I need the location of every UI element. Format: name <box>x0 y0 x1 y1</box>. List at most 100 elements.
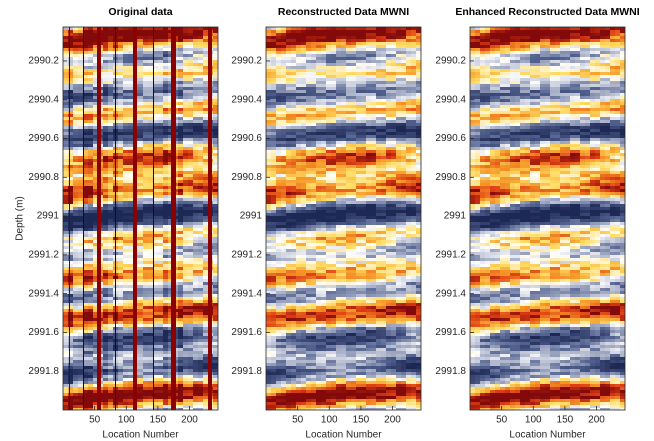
heatmap-cell <box>118 315 123 318</box>
heatmap-cell <box>203 102 208 105</box>
heatmap-cell <box>128 180 133 183</box>
heatmap-cell <box>188 150 193 153</box>
heatmap-cell <box>73 363 78 366</box>
heatmap-cell <box>158 108 163 111</box>
heatmap-cell <box>183 201 188 204</box>
heatmap-cell <box>203 165 208 168</box>
heatmap-cell <box>108 90 113 93</box>
heatmap-cell <box>301 30 306 33</box>
heatmap-cell <box>203 345 208 348</box>
heatmap-cell <box>276 276 281 279</box>
heatmap-cell <box>143 225 148 228</box>
heatmap-cell <box>118 375 123 378</box>
heatmap-cell <box>193 405 198 408</box>
heatmap-cell <box>138 222 143 225</box>
heatmap-cell <box>148 369 153 372</box>
heatmap-cell <box>138 312 143 315</box>
heatmap-cell <box>123 156 128 159</box>
heatmap-cell <box>203 333 208 336</box>
heatmap-cell <box>143 333 148 336</box>
heatmap-cell <box>158 390 163 393</box>
heatmap-cell <box>108 303 113 306</box>
heatmap-cell <box>138 192 143 195</box>
heatmap-cell <box>198 282 203 285</box>
heatmap-cell <box>148 249 153 252</box>
heatmap-cell <box>213 75 218 78</box>
heatmap-cell <box>291 405 296 408</box>
heatmap-cell <box>266 243 271 246</box>
heatmap-cell <box>281 258 286 261</box>
heatmap-cell <box>198 138 203 141</box>
heatmap-cell <box>281 48 286 51</box>
heatmap-cell <box>188 162 193 165</box>
heatmap-cell <box>276 354 281 357</box>
heatmap-cell <box>291 222 296 225</box>
heatmap-cell <box>68 108 73 111</box>
heatmap-cell <box>103 177 108 180</box>
heatmap-cell <box>183 216 188 219</box>
heatmap-cell <box>78 249 83 252</box>
heatmap-cell <box>291 342 296 345</box>
heatmap-cell <box>163 273 168 276</box>
heatmap-cell <box>68 69 73 72</box>
heatmap-cell <box>203 171 208 174</box>
heatmap-cell <box>128 249 133 252</box>
heatmap-cell <box>183 321 188 324</box>
heatmap-cell <box>158 243 163 246</box>
heatmap-cell <box>281 291 286 294</box>
heatmap-cell <box>73 144 78 147</box>
heatmap-cell <box>63 135 68 138</box>
heatmap-cell <box>148 189 153 192</box>
heatmap-cell <box>183 402 188 405</box>
heatmap-cell <box>68 165 73 168</box>
heatmap-cell <box>138 243 143 246</box>
heatmap-cell <box>73 372 78 375</box>
heatmap-cell <box>296 366 301 369</box>
heatmap-cell <box>198 147 203 150</box>
heatmap-cell <box>198 102 203 105</box>
heatmap-cell <box>163 141 168 144</box>
heatmap-cell <box>118 183 123 186</box>
heatmap-cell <box>271 279 276 282</box>
heatmap-cell <box>88 357 93 360</box>
heatmap-cell <box>63 27 68 30</box>
heatmap-cell <box>158 378 163 381</box>
heatmap-cell <box>143 237 148 240</box>
heatmap-cell <box>301 198 306 201</box>
heatmap-cell <box>63 240 68 243</box>
heatmap-cell <box>203 207 208 210</box>
heatmap-cell <box>158 60 163 63</box>
heatmap-cell <box>108 81 113 84</box>
heatmap-cell <box>143 138 148 141</box>
heatmap-cell <box>281 279 286 282</box>
heatmap-cell <box>158 147 163 150</box>
heatmap-cell <box>281 75 286 78</box>
heatmap-cell <box>281 198 286 201</box>
heatmap-cell <box>68 219 73 222</box>
heatmap-cell <box>138 168 143 171</box>
heatmap-cell <box>266 261 271 264</box>
heatmap-cell <box>88 282 93 285</box>
heatmap-cell <box>286 228 291 231</box>
heatmap-cell <box>148 402 153 405</box>
heatmap-cell <box>148 132 153 135</box>
heatmap-cell <box>193 72 198 75</box>
heatmap-cell <box>213 342 218 345</box>
heatmap-cell <box>128 366 133 369</box>
heatmap-cell <box>193 54 198 57</box>
heatmap-cell <box>203 54 208 57</box>
heatmap-cell <box>103 321 108 324</box>
heatmap-cell <box>88 210 93 213</box>
heatmap-cell <box>276 63 281 66</box>
heatmap-cell <box>88 150 93 153</box>
heatmap-cell <box>203 360 208 363</box>
heatmap-cell <box>123 54 128 57</box>
heatmap-cell <box>158 111 163 114</box>
heatmap-cell <box>193 318 198 321</box>
heatmap-cell <box>118 201 123 204</box>
heatmap-cell <box>128 369 133 372</box>
heatmap-cell <box>123 60 128 63</box>
heatmap-cell <box>158 66 163 69</box>
heatmap-cell <box>271 378 276 381</box>
y-tick-label: 2990.6 <box>28 133 59 144</box>
